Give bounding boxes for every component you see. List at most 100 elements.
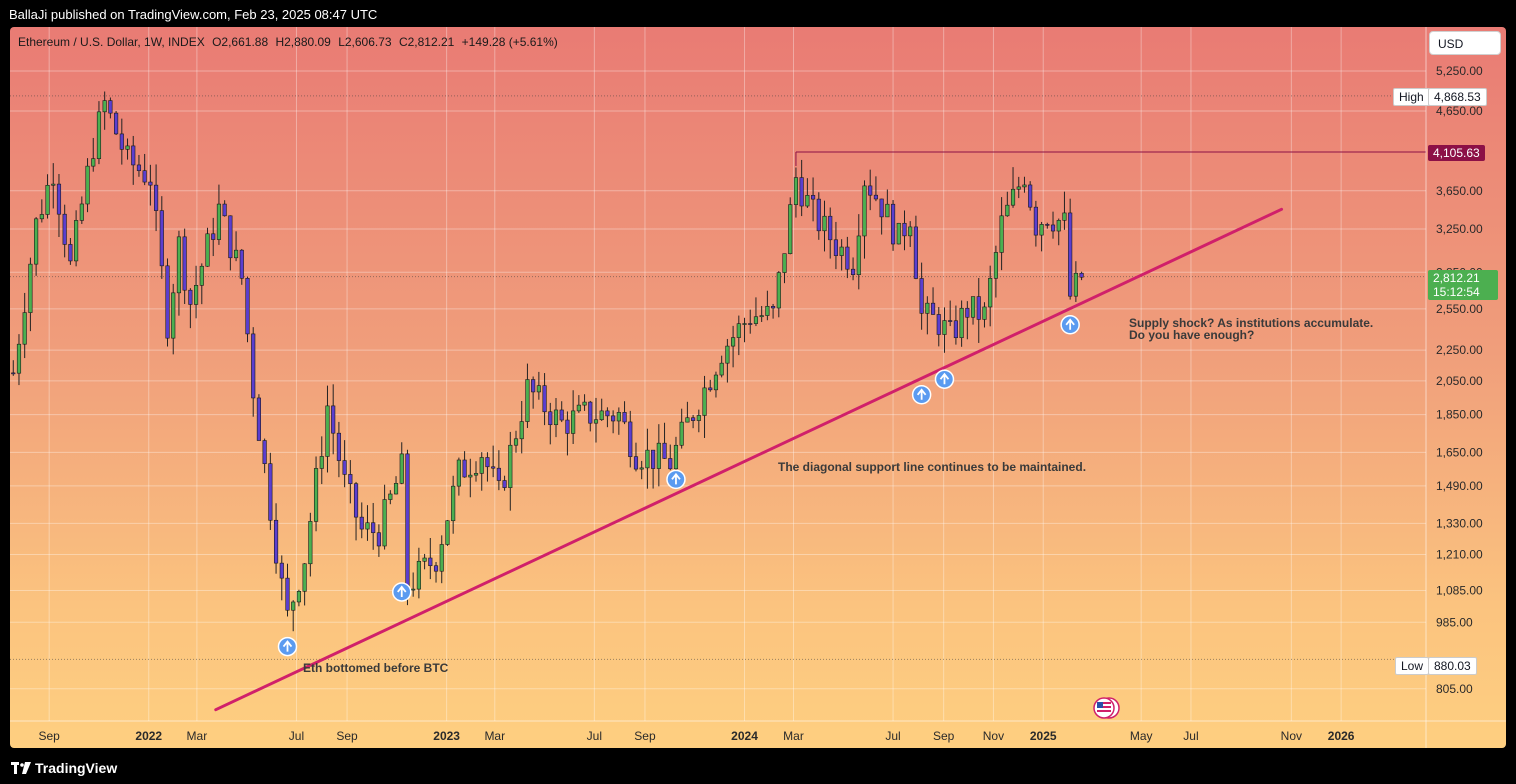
- candle-body: [599, 410, 604, 421]
- candle-body: [376, 532, 381, 547]
- candle-body: [805, 195, 810, 207]
- candle-body: [148, 181, 153, 186]
- candle-body: [651, 449, 656, 469]
- legend-open: O2,661.88: [212, 35, 269, 49]
- candle-body: [776, 272, 781, 309]
- candle-body: [628, 421, 633, 457]
- up-arrow-glyph: [282, 640, 293, 652]
- candle-body: [868, 185, 873, 196]
- x-tick-label: Sep: [933, 729, 955, 743]
- trendline-group: [214, 207, 1284, 712]
- candle-body: [22, 312, 27, 345]
- tradingview-logo-icon: [11, 762, 31, 774]
- candle-body: [108, 100, 113, 114]
- y-tick-label: 1,650.00: [1436, 445, 1483, 459]
- up-arrow-glyph: [939, 372, 950, 385]
- candle-body: [639, 467, 644, 470]
- y-tick-label: 1,210.00: [1436, 548, 1483, 562]
- candle-body: [251, 333, 256, 399]
- candle-body: [262, 440, 267, 464]
- candle-body: [1016, 186, 1021, 190]
- candle-body: [816, 198, 821, 232]
- x-tick-label: Jul: [289, 729, 304, 743]
- candle-body: [34, 218, 39, 265]
- candle-body: [496, 467, 501, 481]
- candle-body: [890, 203, 896, 245]
- candle-body: [782, 253, 787, 273]
- y-tick-label: 2,050.00: [1436, 374, 1483, 388]
- candle-body: [993, 252, 998, 279]
- y-tick-label: 4,650.00: [1436, 104, 1483, 118]
- x-tick-label: Mar: [484, 729, 505, 743]
- candle-body: [422, 557, 427, 562]
- candle-body: [154, 184, 159, 211]
- candle-body: [131, 145, 136, 166]
- candle-body: [828, 215, 833, 241]
- current-price-tag: 2,812.21 15:12:54: [1428, 270, 1498, 300]
- candle-body: [205, 233, 210, 267]
- bar-countdown: 15:12:54: [1433, 285, 1480, 299]
- candle-body: [479, 457, 484, 474]
- candle-body: [673, 444, 679, 470]
- candle-body: [468, 474, 473, 478]
- candle-body: [353, 483, 359, 518]
- events-icon[interactable]: [1092, 696, 1122, 720]
- y-tick-label: 5,250.00: [1436, 64, 1483, 78]
- candle-body: [325, 405, 330, 457]
- candle-body: [645, 449, 650, 469]
- candle-body: [605, 410, 610, 417]
- candle-body: [176, 236, 182, 294]
- candle-body: [342, 460, 347, 475]
- candle-body: [662, 442, 667, 459]
- candle-body: [913, 226, 918, 279]
- candle-body: [811, 195, 816, 200]
- candlestick-chart[interactable]: 5,250.004,650.003,650.003,250.002,850.00…: [10, 27, 1506, 748]
- candle-body: [1068, 212, 1073, 297]
- candle-body: [142, 170, 147, 183]
- candle-body: [336, 432, 341, 461]
- candle-body: [879, 198, 884, 218]
- candle-body: [976, 296, 981, 320]
- candle-body: [799, 177, 804, 207]
- up-arrow-glyph: [1065, 318, 1075, 330]
- low-label-tag: Low: [1395, 657, 1430, 675]
- grid: [10, 27, 1426, 721]
- candle-body: [633, 456, 639, 470]
- currency-button[interactable]: USD: [1429, 31, 1501, 55]
- candle-body: [411, 588, 416, 591]
- candle-body: [502, 480, 507, 488]
- y-tick-label: 1,850.00: [1436, 408, 1483, 422]
- candle-body: [696, 415, 701, 421]
- candle-body: [485, 457, 490, 468]
- candle-body: [902, 222, 907, 237]
- candle-body: [74, 220, 79, 262]
- candle-body: [1033, 206, 1038, 236]
- candle-body: [953, 320, 958, 339]
- candle-body: [96, 111, 102, 159]
- candle-body: [513, 438, 519, 446]
- candle-body: [456, 459, 461, 487]
- candle-body: [668, 458, 673, 470]
- candle-body: [1073, 272, 1078, 297]
- tradingview-logo[interactable]: TradingView: [11, 760, 117, 776]
- up-arrow-glyph: [916, 388, 927, 400]
- candle-body: [1056, 220, 1061, 232]
- y-tick-label: 3,250.00: [1436, 222, 1483, 236]
- candle-body: [982, 306, 987, 320]
- candle-body: [359, 516, 364, 530]
- candle-body: [405, 453, 410, 590]
- candle-body: [936, 314, 941, 335]
- candle-body: [11, 372, 16, 375]
- annotation-supply-2: Do you have enough?: [1129, 328, 1255, 342]
- chart-area[interactable]: 5,250.004,650.003,650.003,250.002,850.00…: [10, 27, 1506, 748]
- candle-body: [245, 277, 250, 335]
- candle-body: [519, 421, 524, 440]
- candle-body: [302, 563, 307, 592]
- candle-body: [51, 183, 56, 186]
- price-lines: [10, 95, 1426, 660]
- y-tick-label: 1,330.00: [1436, 516, 1483, 530]
- current-price-value: 2,812.21: [1433, 271, 1480, 285]
- publisher-line: BallaJi published on TradingView.com, Fe…: [9, 7, 378, 22]
- candle-body: [1010, 188, 1016, 206]
- candle-body: [125, 145, 130, 150]
